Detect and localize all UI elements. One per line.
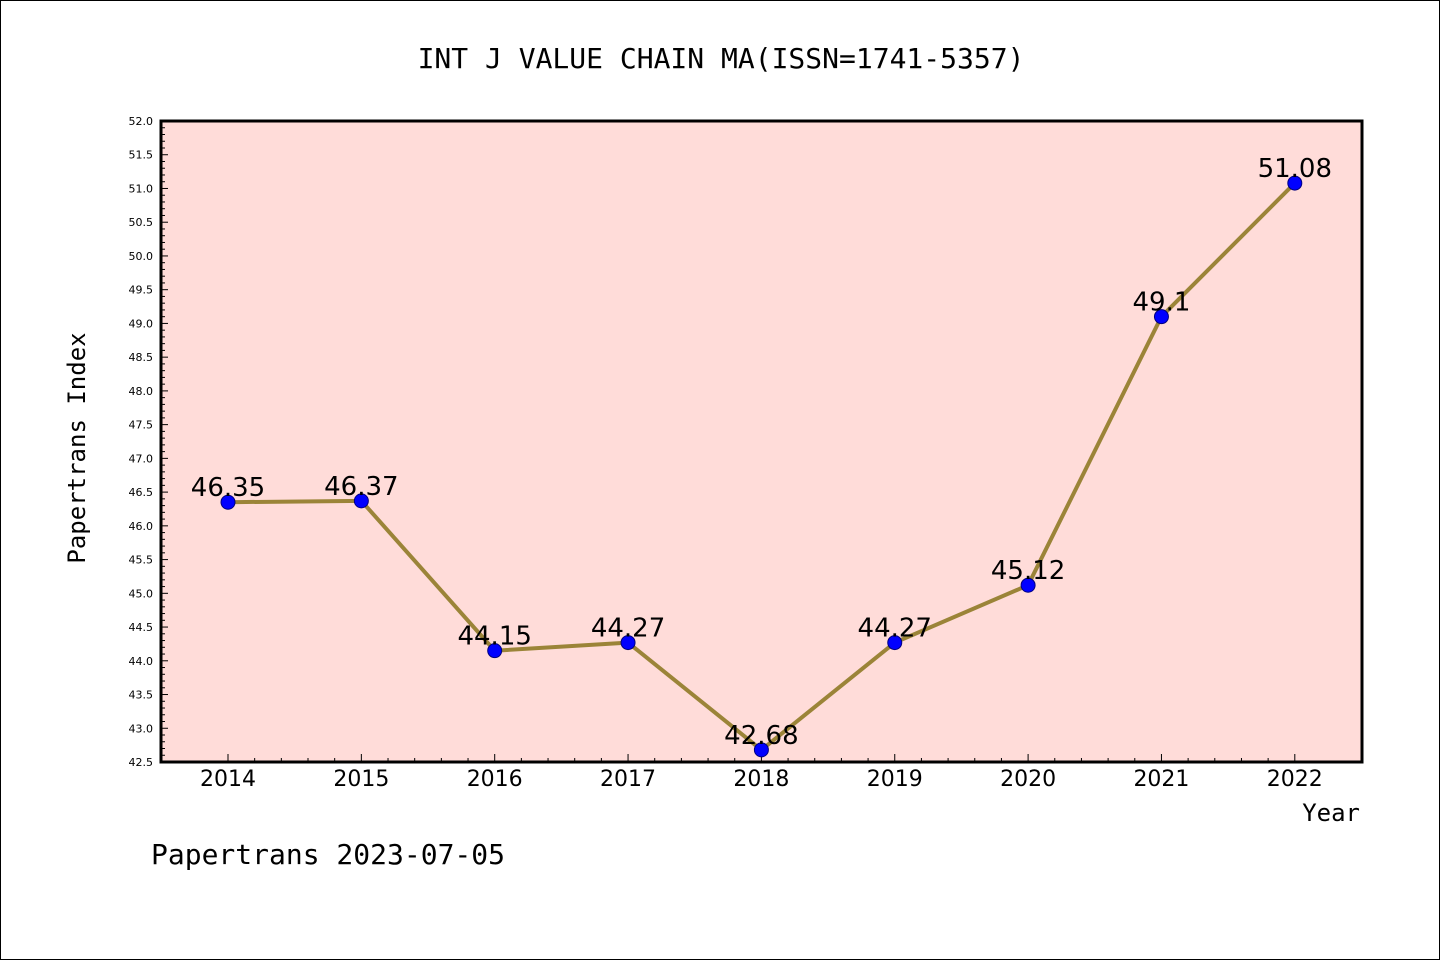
x-tick-label: 2017 (600, 767, 656, 792)
y-tick-label: 48.5 (129, 351, 154, 364)
y-tick-label: 46.5 (129, 486, 154, 499)
x-tick-label: 2016 (467, 767, 523, 792)
y-tick-label: 42.5 (129, 756, 154, 769)
x-tick-label: 2015 (333, 767, 389, 792)
data-label: 44.15 (457, 622, 531, 652)
chart-title: INT J VALUE CHAIN MA(ISSN=1741-5357) (418, 42, 1025, 75)
y-tick-label: 48.0 (129, 385, 154, 398)
data-label: 46.35 (191, 473, 265, 503)
data-label: 44.27 (858, 614, 932, 644)
data-point (887, 635, 903, 651)
y-tick-label: 51.0 (129, 182, 154, 195)
y-tick-label: 50.0 (129, 250, 154, 263)
data-point (487, 643, 503, 659)
x-tick-label: 2022 (1267, 767, 1323, 792)
data-point (1287, 175, 1303, 191)
y-tick-label: 45.0 (129, 587, 154, 600)
x-axis: 2014 2015 2016 2017 2018 2019 2020 2021 2022 (200, 754, 1323, 792)
y-axis-label: Papertrans Index (63, 332, 91, 563)
data-point (1020, 577, 1036, 593)
y-tick-label: 47.5 (129, 419, 154, 432)
y-tick-label: 49.5 (129, 284, 154, 297)
y-tick-label: 44.0 (129, 655, 154, 668)
data-point (220, 494, 236, 510)
y-tick-label: 45.5 (129, 554, 154, 567)
y-tick-label: 47.0 (129, 452, 154, 465)
x-tick-label: 2020 (1000, 767, 1056, 792)
y-tick-label: 44.5 (129, 621, 154, 634)
plot-area (161, 121, 1362, 762)
y-tick-label: 46.0 (129, 520, 154, 533)
data-label: 46.37 (324, 472, 398, 502)
data-label: 49.1 (1133, 288, 1191, 318)
y-tick-label: 52.0 (129, 115, 154, 128)
data-labels: 46.35 46.37 44.15 44.27 42.68 44.27 45.12 49.1 5… (191, 154, 1332, 751)
x-tick-label: 2014 (200, 767, 256, 792)
plot-border (159, 119, 1364, 764)
x-tick-label: 2019 (867, 767, 923, 792)
data-markers (220, 175, 1303, 758)
y-tick-label: 43.0 (129, 722, 154, 735)
y-tick-label: 50.5 (129, 216, 154, 229)
data-point (620, 635, 636, 651)
y-tick-label: 51.5 (129, 149, 154, 162)
x-tick-label: 2018 (733, 767, 789, 792)
data-label: 42.68 (724, 721, 798, 751)
data-label: 45.12 (991, 556, 1065, 586)
y-tick-label: 43.5 (129, 689, 154, 702)
data-point (753, 742, 769, 758)
y-tick-label: 49.0 (129, 317, 154, 330)
x-tick-label: 2021 (1133, 767, 1189, 792)
data-label: 51.08 (1258, 154, 1332, 184)
data-label: 44.27 (591, 614, 665, 644)
data-point (353, 493, 369, 509)
data-point (1153, 309, 1169, 325)
footer-watermark: Papertrans 2023-07-05 (151, 838, 505, 871)
x-axis-label: Year (1302, 799, 1360, 827)
